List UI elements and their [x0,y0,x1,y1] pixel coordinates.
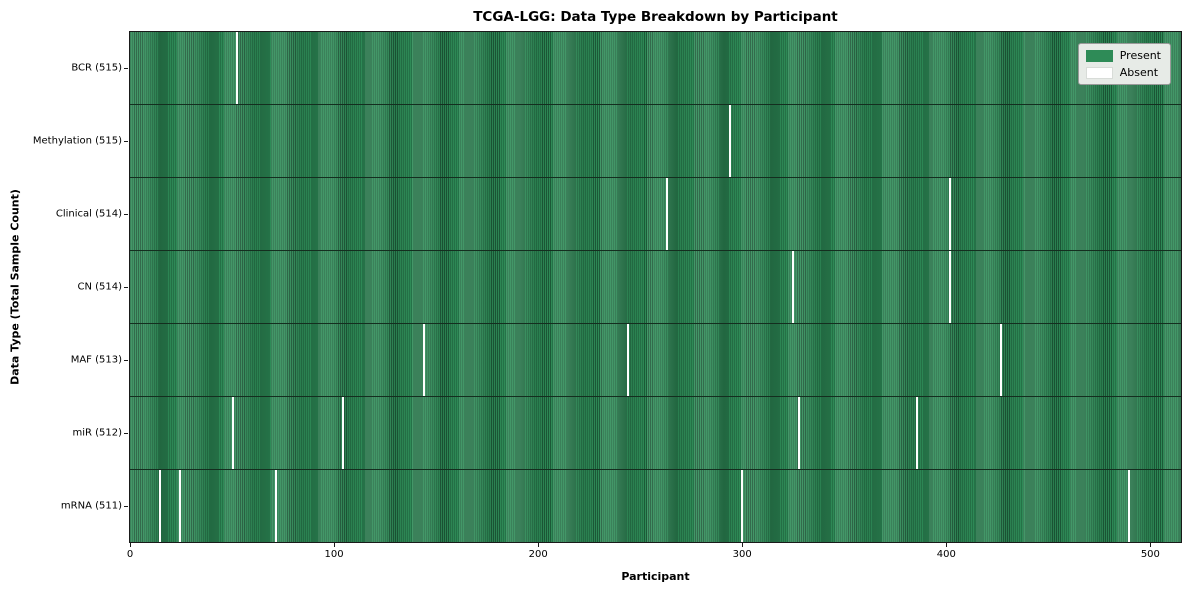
ytick-label-mir: miR (512) [72,427,122,439]
heatmap-row-mrna [130,470,1181,542]
ytick-mark [124,433,128,435]
xtick-mark [1150,543,1152,547]
absent-gap [231,397,234,469]
absent-gap [178,470,181,542]
ytick-label-cn: CN (514) [77,281,122,293]
heatmap-row-mir [130,397,1181,470]
ytick-mark [124,140,128,142]
xtick-mark [742,543,744,547]
heatmap-row-bcr [130,32,1181,105]
legend-label: Absent [1119,66,1159,79]
xtick-label-500: 500 [1140,549,1160,560]
xtick-label-100: 100 [324,549,344,560]
ytick-label-clinical: Clinical (514) [55,208,122,220]
absent-gap [235,32,238,104]
heatmap-row-maf [130,324,1181,397]
absent-gap [341,397,344,469]
absent-gap [1128,470,1131,542]
ytick-label-methylation: Methylation (515) [32,135,122,147]
heatmap-row-cn [130,251,1181,324]
xtick-mark [130,543,132,547]
absent-gap [948,178,951,250]
ytick-mark [124,67,128,69]
ytick-mark [124,287,128,288]
absent-gap [798,397,801,469]
absent-gap [999,324,1002,396]
absent-gap [627,324,629,396]
absent-gap [158,470,161,542]
chart-title: TCGA-LGG: Data Type Breakdown by Partici… [473,9,838,25]
legend: Present Absent [1077,43,1171,85]
heatmap-plot-area: Present Absent [129,31,1182,543]
ytick-label-bcr: BCR (515) [71,62,122,74]
ytick-mark [124,506,128,508]
absent-gap [728,105,731,177]
y-axis-label: Data Type (Total Sample Count) [8,189,22,385]
xtick-label-400: 400 [936,549,956,560]
ytick-label-mrna: mRNA (511) [60,500,122,512]
ytick-mark [124,360,128,362]
heatmap-row-methylation [130,105,1181,178]
legend-entry-present: Present [1085,49,1161,62]
xtick-label-300: 300 [732,549,752,560]
xtick-label-200: 200 [528,549,548,560]
legend-label: Present [1119,49,1161,62]
absent-gap [741,470,744,542]
heatmap-row-clinical [130,178,1181,251]
absent-gap [665,178,668,250]
absent-gap [791,251,794,323]
xtick-mark [334,543,336,547]
x-axis-label: Participant [621,570,690,583]
legend-entry-absent: Absent [1085,66,1161,79]
xtick-label-0: 0 [126,549,134,560]
ytick-mark [124,213,128,215]
xtick-mark [946,543,948,547]
absent-gap [916,397,919,469]
legend-swatch-absent [1085,66,1113,79]
absent-gap [423,324,426,396]
absent-gap [948,251,951,323]
xtick-mark [538,543,540,547]
legend-swatch-present [1085,49,1113,62]
absent-gap [274,470,277,542]
ytick-label-maf: MAF (513) [70,354,122,366]
